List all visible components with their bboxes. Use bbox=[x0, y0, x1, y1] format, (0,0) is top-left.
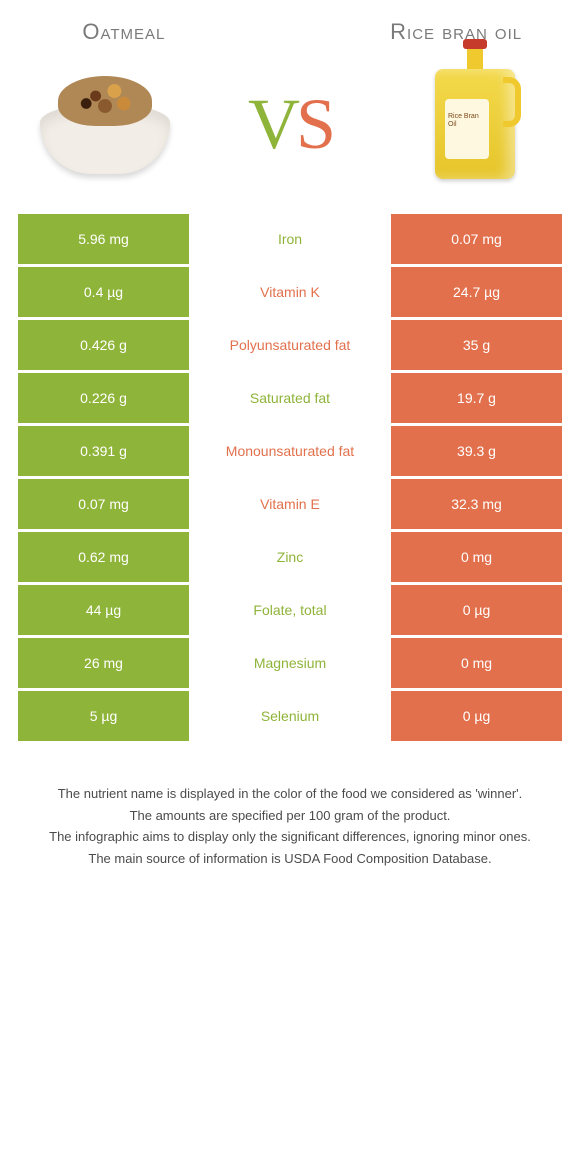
cell-nutrient-name: Zinc bbox=[189, 532, 391, 582]
cell-left-value: 5 µg bbox=[18, 691, 189, 741]
bottle-label: Rice Bran Oil bbox=[445, 99, 489, 159]
cell-left-value: 0.62 mg bbox=[18, 532, 189, 582]
oil-bottle-icon: Rice Bran Oil bbox=[435, 69, 515, 179]
vs-label: VS bbox=[248, 83, 332, 166]
oatmeal-image bbox=[30, 64, 180, 184]
cell-nutrient-name: Saturated fat bbox=[189, 373, 391, 423]
cell-nutrient-name: Magnesium bbox=[189, 638, 391, 688]
table-row: 0.391 gMonounsaturated fat39.3 g bbox=[18, 426, 562, 476]
cell-left-value: 26 mg bbox=[18, 638, 189, 688]
cell-right-value: 0 µg bbox=[391, 585, 562, 635]
cell-right-value: 0 µg bbox=[391, 691, 562, 741]
cell-left-value: 44 µg bbox=[18, 585, 189, 635]
cell-left-value: 0.07 mg bbox=[18, 479, 189, 529]
cell-right-value: 19.7 g bbox=[391, 373, 562, 423]
footnote-line: The main source of information is USDA F… bbox=[30, 849, 550, 869]
table-row: 0.426 gPolyunsaturated fat35 g bbox=[18, 320, 562, 370]
cell-right-value: 0.07 mg bbox=[391, 214, 562, 264]
table-row: 0.07 mgVitamin E32.3 mg bbox=[18, 479, 562, 529]
cell-left-value: 0.4 µg bbox=[18, 267, 189, 317]
footnotes: The nutrient name is displayed in the co… bbox=[0, 744, 580, 900]
cell-nutrient-name: Selenium bbox=[189, 691, 391, 741]
vs-s: S bbox=[296, 84, 332, 164]
cell-right-value: 0 mg bbox=[391, 532, 562, 582]
nutrient-table: 5.96 mgIron0.07 mg0.4 µgVitamin K24.7 µg… bbox=[0, 214, 580, 741]
image-row: VS Rice Bran Oil bbox=[0, 54, 580, 214]
oatmeal-bowl-icon bbox=[40, 104, 170, 174]
cell-nutrient-name: Vitamin E bbox=[189, 479, 391, 529]
cell-left-value: 5.96 mg bbox=[18, 214, 189, 264]
footnote-line: The nutrient name is displayed in the co… bbox=[30, 784, 550, 804]
cell-nutrient-name: Polyunsaturated fat bbox=[189, 320, 391, 370]
cell-right-value: 35 g bbox=[391, 320, 562, 370]
table-row: 0.62 mgZinc0 mg bbox=[18, 532, 562, 582]
cell-right-value: 39.3 g bbox=[391, 426, 562, 476]
cell-right-value: 32.3 mg bbox=[391, 479, 562, 529]
cell-left-value: 0.426 g bbox=[18, 320, 189, 370]
table-row: 26 mgMagnesium0 mg bbox=[18, 638, 562, 688]
header-right: Rice bran oil bbox=[352, 20, 560, 44]
cell-nutrient-name: Folate, total bbox=[189, 585, 391, 635]
table-row: 5 µgSelenium0 µg bbox=[18, 691, 562, 741]
cell-right-value: 24.7 µg bbox=[391, 267, 562, 317]
cell-left-value: 0.226 g bbox=[18, 373, 189, 423]
table-row: 0.226 gSaturated fat19.7 g bbox=[18, 373, 562, 423]
table-row: 44 µgFolate, total0 µg bbox=[18, 585, 562, 635]
cell-nutrient-name: Vitamin K bbox=[189, 267, 391, 317]
cell-left-value: 0.391 g bbox=[18, 426, 189, 476]
footnote-line: The infographic aims to display only the… bbox=[30, 827, 550, 847]
table-row: 5.96 mgIron0.07 mg bbox=[18, 214, 562, 264]
rice-bran-oil-image: Rice Bran Oil bbox=[400, 64, 550, 184]
footnote-line: The amounts are specified per 100 gram o… bbox=[30, 806, 550, 826]
cell-nutrient-name: Iron bbox=[189, 214, 391, 264]
cell-nutrient-name: Monounsaturated fat bbox=[189, 426, 391, 476]
table-row: 0.4 µgVitamin K24.7 µg bbox=[18, 267, 562, 317]
header-left: Oatmeal bbox=[20, 20, 228, 44]
vs-v: V bbox=[248, 84, 296, 164]
cell-right-value: 0 mg bbox=[391, 638, 562, 688]
header-row: Oatmeal Rice bran oil bbox=[0, 0, 580, 54]
